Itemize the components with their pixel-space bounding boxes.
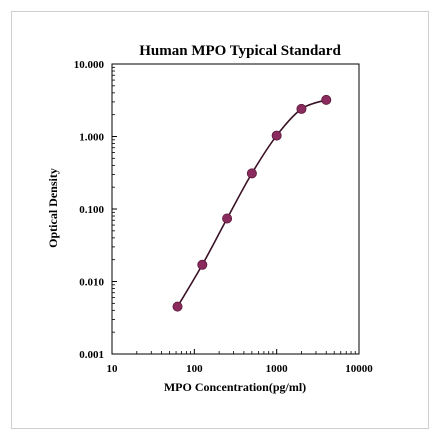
- y-tick-label: 10.000: [74, 59, 105, 71]
- standard-curve-line: [176, 99, 327, 308]
- x-tick-label: 10: [107, 363, 119, 375]
- y-tick-label: 1.000: [79, 132, 104, 144]
- x-tick-label: 100: [186, 363, 203, 375]
- y-tick-label: 0.100: [79, 204, 104, 216]
- data-point: [246, 168, 257, 179]
- x-tick-label: 1000: [266, 363, 289, 375]
- data-point: [172, 301, 183, 312]
- x-tick-label: 10000: [345, 363, 373, 375]
- y-tick-label: 0.001: [79, 349, 104, 361]
- y-axis-title: Optical Density: [46, 168, 60, 248]
- data-point: [222, 213, 233, 224]
- data-point: [321, 94, 332, 105]
- y-tick-label: 0.010: [79, 277, 104, 289]
- data-point: [197, 259, 208, 270]
- x-axis-ticks: 10 100 1000 10000: [107, 349, 373, 375]
- data-points: [172, 94, 332, 312]
- x-axis-title: MPO Concentration(pg/ml): [164, 380, 306, 394]
- plot-area: [111, 63, 360, 355]
- chart-title: Human MPO Typical Standard: [139, 43, 341, 59]
- data-point: [296, 103, 307, 114]
- y-axis-ticks: 0.001 0.010 0.100 1.000 10.000: [74, 59, 117, 361]
- data-point: [271, 130, 282, 141]
